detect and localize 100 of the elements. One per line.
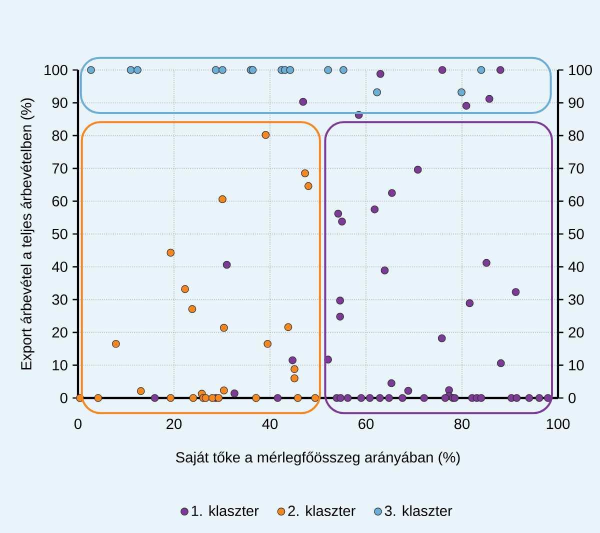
legend-label: 3. klaszter xyxy=(384,505,452,516)
point xyxy=(477,394,486,402)
y2-tick-label: 40 xyxy=(568,261,584,272)
legend-label: 1. klaszter xyxy=(192,505,259,516)
x-tick-label: 0 xyxy=(74,418,82,429)
y2-tick-label: 30 xyxy=(568,294,584,305)
point xyxy=(376,394,384,402)
point xyxy=(438,66,446,74)
point xyxy=(230,389,238,398)
y-tick-label: 30 xyxy=(52,294,68,305)
y-tick-label: 80 xyxy=(52,130,68,141)
y-tick-label: 100 xyxy=(44,64,68,76)
point xyxy=(212,66,220,74)
point xyxy=(220,386,228,394)
point xyxy=(189,394,198,402)
point xyxy=(220,324,228,332)
point xyxy=(485,94,494,103)
legend-label: 2. klaszter xyxy=(288,505,356,516)
point xyxy=(466,299,474,307)
point xyxy=(218,66,226,74)
point xyxy=(188,305,196,313)
point xyxy=(398,394,406,402)
point xyxy=(336,394,344,402)
point xyxy=(512,394,521,402)
point xyxy=(126,66,135,74)
point xyxy=(344,394,352,402)
point xyxy=(166,394,175,402)
x-axis-title: Saját tőke a mérlegfőösszeg arányában (%) xyxy=(176,451,460,466)
y2-tick-label: 60 xyxy=(568,196,584,206)
point xyxy=(136,387,145,395)
point xyxy=(373,88,381,96)
point xyxy=(535,394,544,402)
point xyxy=(357,394,366,402)
point xyxy=(134,66,142,74)
point xyxy=(299,98,308,106)
point xyxy=(482,258,490,267)
point xyxy=(290,374,298,382)
point xyxy=(94,394,102,402)
y2-tick-label: 70 xyxy=(568,163,584,174)
point xyxy=(370,205,379,214)
y2-tick-label: 0 xyxy=(568,392,576,404)
point xyxy=(477,66,486,74)
point xyxy=(366,394,374,402)
point xyxy=(301,169,309,178)
point xyxy=(150,394,159,402)
point xyxy=(338,217,346,226)
y2-tick-label: 50 xyxy=(568,228,584,240)
point xyxy=(290,365,298,373)
point xyxy=(496,359,505,368)
x-tick-label: 60 xyxy=(358,418,374,429)
point xyxy=(438,334,446,342)
point xyxy=(404,386,412,395)
x-tick-label: 40 xyxy=(262,418,278,429)
y-tick-label: 40 xyxy=(52,261,68,272)
point xyxy=(462,102,470,110)
point xyxy=(340,66,348,74)
point xyxy=(414,166,422,174)
y2-tick-label: 90 xyxy=(568,97,584,108)
point xyxy=(311,394,320,402)
y-tick-label: 0 xyxy=(60,392,68,404)
point xyxy=(496,66,504,74)
point xyxy=(288,356,296,364)
point xyxy=(112,340,120,348)
y-tick-label: 60 xyxy=(52,196,68,206)
y-tick-label: 70 xyxy=(52,163,68,174)
x-tick-label: 80 xyxy=(454,418,470,429)
point xyxy=(294,394,302,402)
y-tick-label: 50 xyxy=(52,228,68,240)
y-tick-label: 90 xyxy=(52,97,68,108)
point xyxy=(336,296,344,304)
point xyxy=(166,248,175,256)
point xyxy=(202,394,210,402)
point xyxy=(286,66,294,74)
point xyxy=(376,70,384,78)
point xyxy=(388,379,396,388)
point xyxy=(222,260,231,269)
y2-tick-label: 80 xyxy=(568,130,584,141)
x-tick-label: 20 xyxy=(166,418,182,429)
y2-tick-label: 100 xyxy=(569,64,592,76)
y2-tick-label: 10 xyxy=(569,360,584,370)
point xyxy=(264,340,272,348)
point xyxy=(385,394,393,402)
point xyxy=(336,312,344,320)
point xyxy=(274,394,282,402)
point xyxy=(324,66,332,74)
point xyxy=(284,323,292,331)
point xyxy=(334,210,342,218)
point xyxy=(262,130,270,139)
y-tick-label: 10 xyxy=(52,360,68,370)
point xyxy=(512,288,520,296)
point xyxy=(458,88,466,96)
point xyxy=(525,394,534,402)
point xyxy=(420,394,428,402)
y2-tick-label: 20 xyxy=(568,327,584,338)
point xyxy=(252,394,260,402)
point xyxy=(441,394,450,402)
point xyxy=(380,266,389,274)
point xyxy=(388,188,396,197)
point xyxy=(214,394,223,402)
point xyxy=(218,195,226,204)
